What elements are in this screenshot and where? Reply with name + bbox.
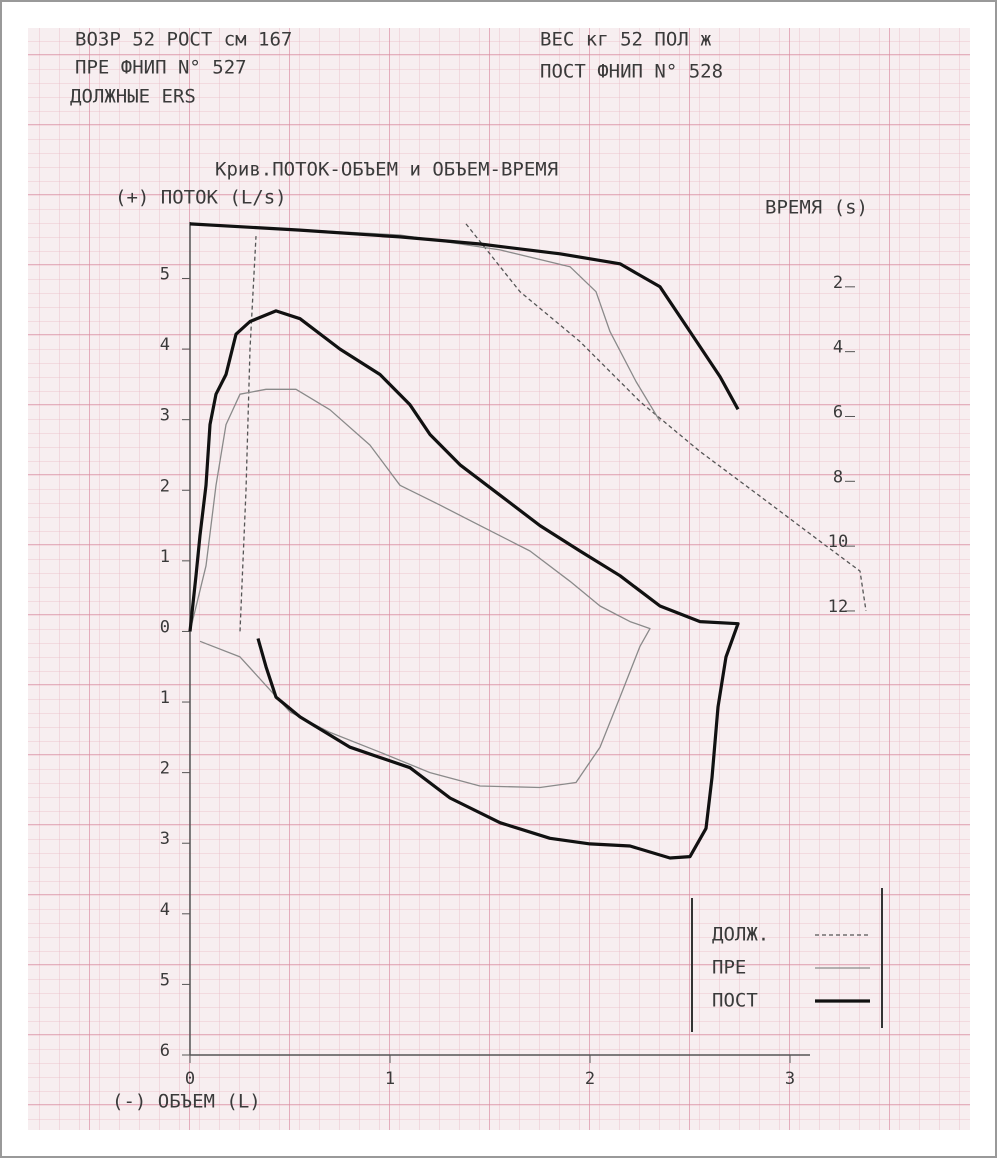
y-tick-label: 5 [160,264,170,284]
y-tick-label: 1 [160,688,170,708]
series-line [465,223,867,611]
header-text: ВОЗР 52 РОСТ см 167 [75,29,292,51]
legend-label: ДОЛЖ. [712,924,769,946]
series-line [189,222,740,411]
header-text: ВЕС кг 52 ПОЛ ж [540,29,712,51]
y2-axis-label: ВРЕМЯ (s) [765,197,868,219]
x-tick-label: 2 [585,1069,595,1089]
x-axis-label: (-) ОБЪЕМ (L) [112,1091,261,1113]
y2-tick-label: 2 [833,273,843,293]
y-tick-label: 4 [160,900,170,920]
legend-frame [691,888,883,1032]
paper-grid-major [28,28,970,1130]
x-tick-label: 0 [185,1069,195,1089]
series-line [188,309,740,860]
y2-tick-label: 8 [833,467,843,487]
y2-tick-label: 10 [828,532,848,552]
y2-tick-label: 12 [828,597,848,617]
y-tick-label: 6 [160,1041,170,1061]
header-text: ПОСТ ФНИП N° 528 [540,61,723,83]
legend-label: ПОСТ [712,990,758,1012]
y-tick-label: 3 [160,829,170,849]
y-tick-label: 0 [160,617,170,637]
y-tick-label: 3 [160,406,170,426]
header-text: ПРЕ ФНИП N° 527 [75,57,247,79]
y-tick-label: 2 [160,476,170,496]
series-line [239,236,257,632]
y-axis-label: (+) ПОТОК (L/s) [115,187,287,209]
legend-label: ПРЕ [712,957,746,979]
y-tick-label: 4 [160,335,170,355]
header-text: ДОЛЖНЫЕ ERS [70,86,196,108]
y2-tick-label: 4 [833,338,843,358]
series-line [189,388,651,789]
y2-tick-label: 6 [833,402,843,422]
chart-title: Крив.ПОТОК-ОБЪЕМ и ОБЪЕМ-ВРЕМЯ [215,159,558,181]
y-tick-label: 2 [160,759,170,779]
y-tick-label: 5 [160,970,170,990]
x-tick-label: 1 [385,1069,395,1089]
x-tick-label: 3 [785,1069,795,1089]
y-tick-label: 1 [160,547,170,567]
